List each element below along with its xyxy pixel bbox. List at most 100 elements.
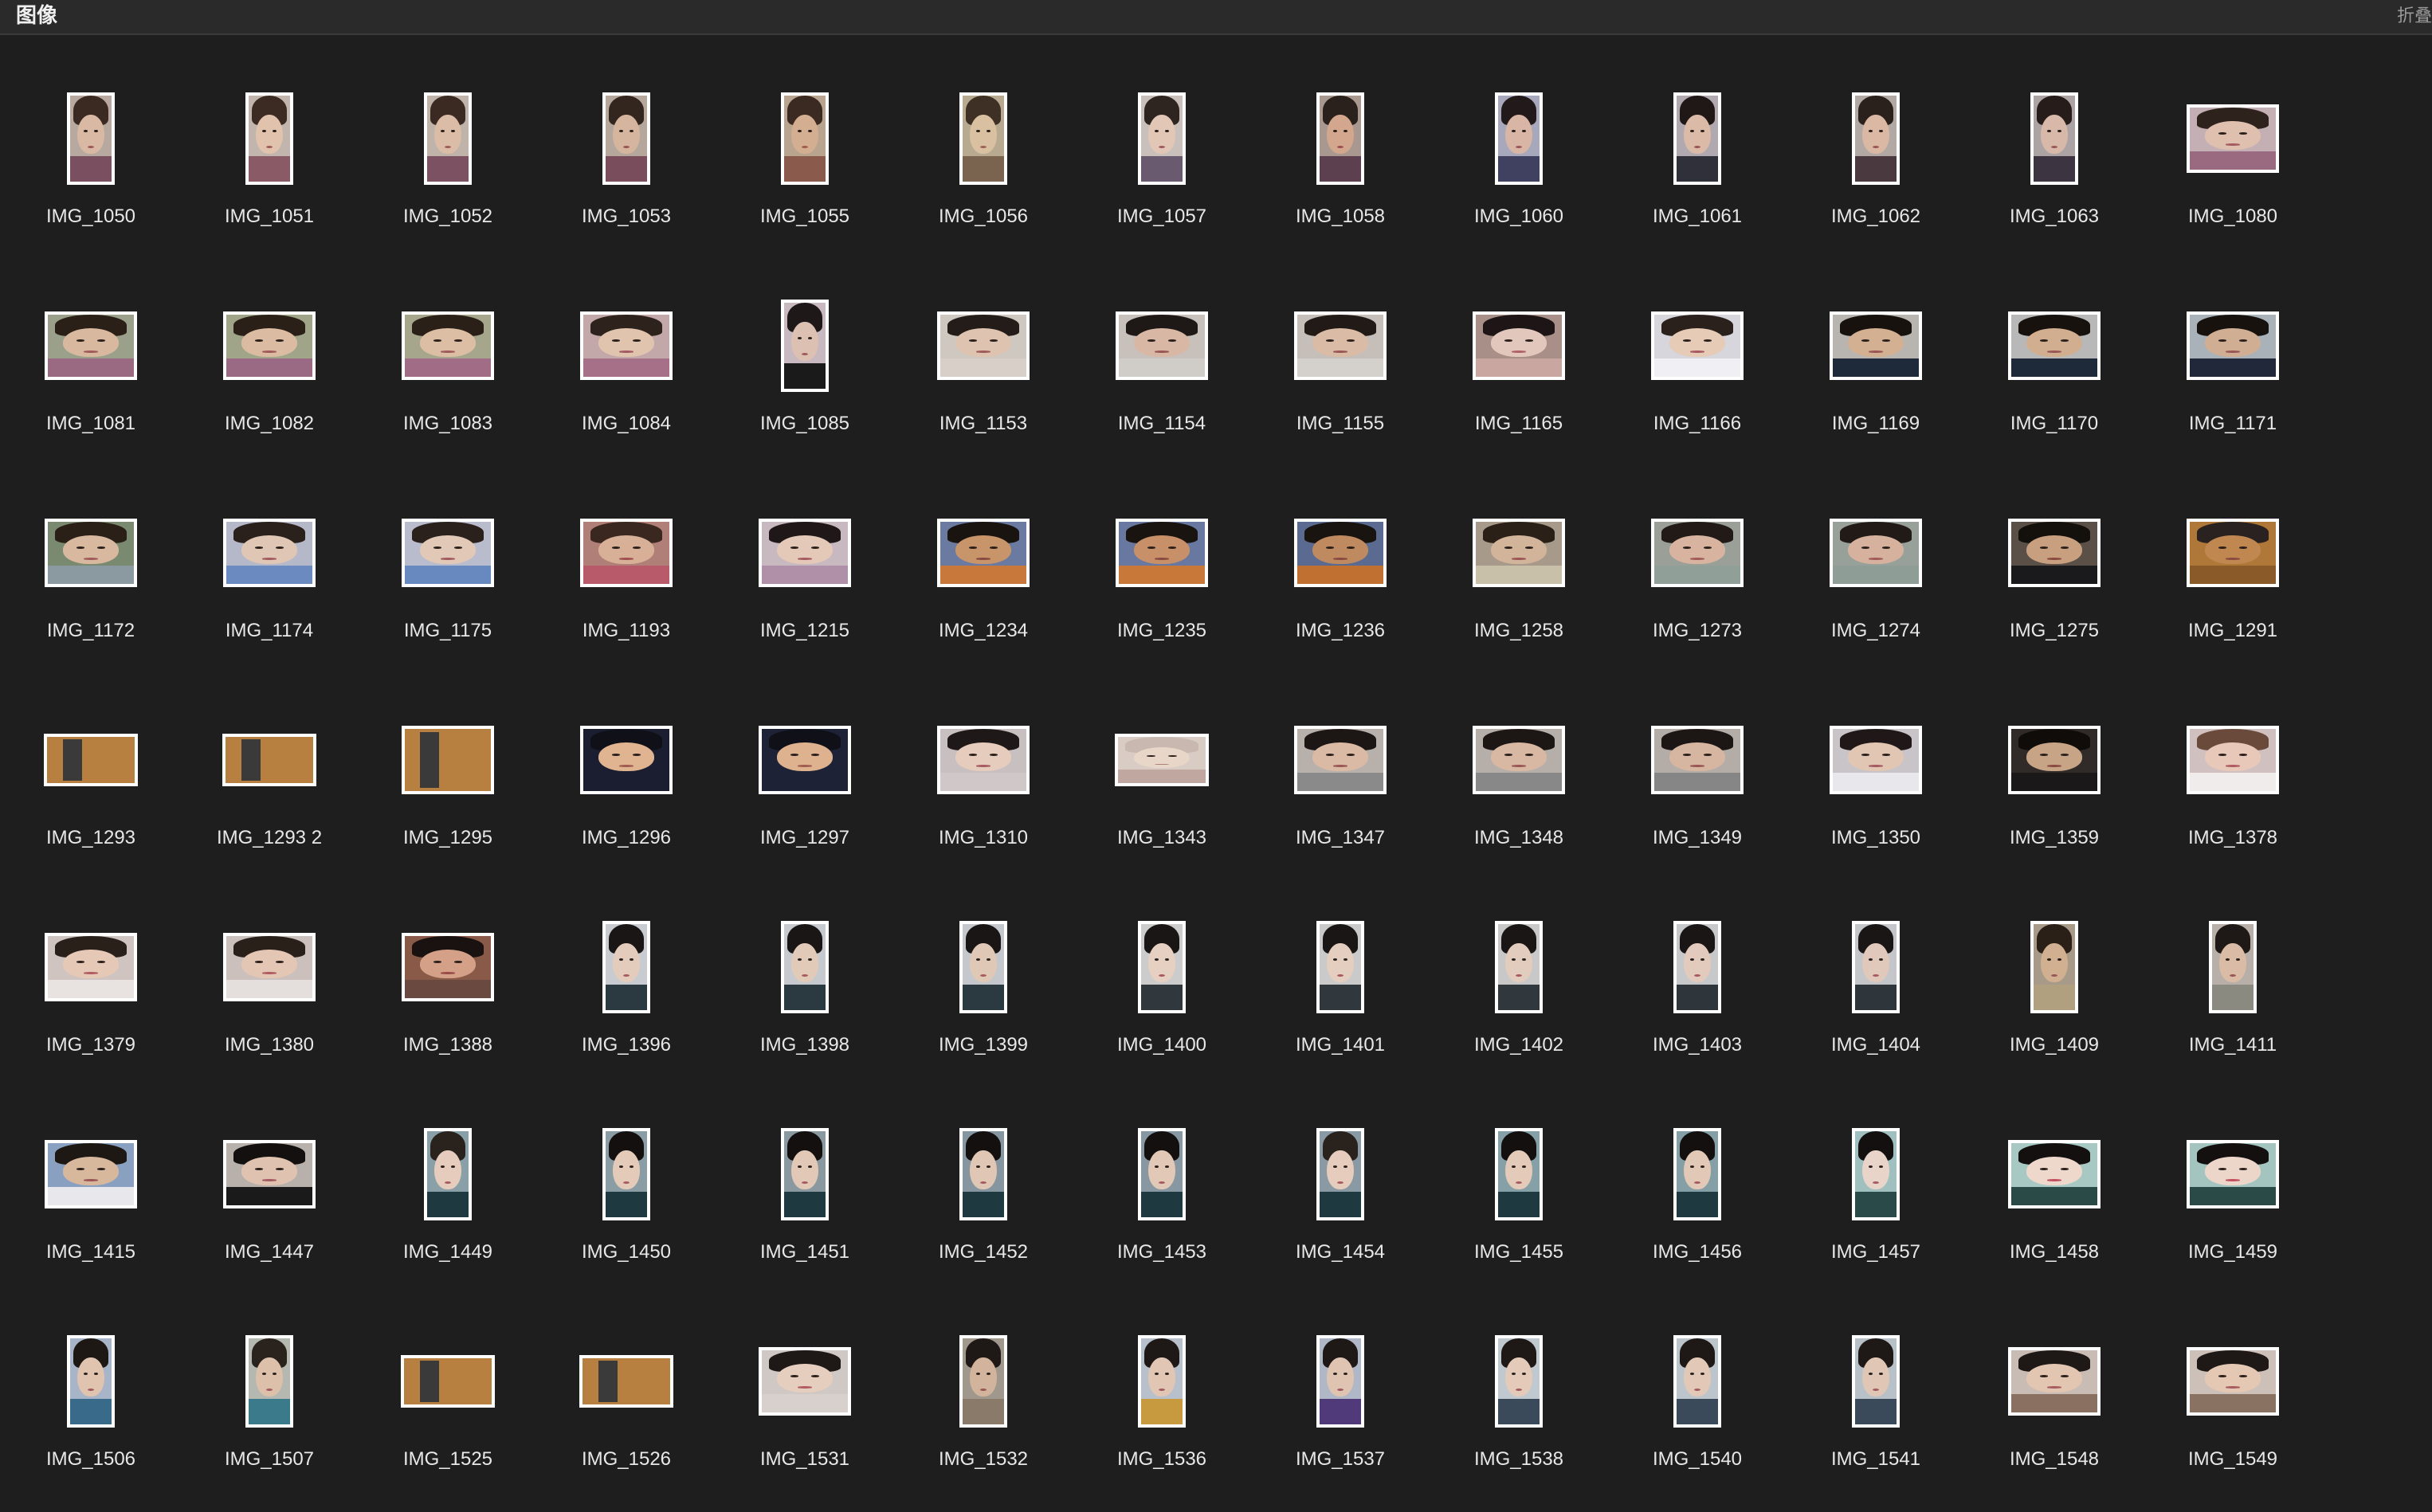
thumbnail-frame[interactable] <box>1294 519 1387 587</box>
thumbnail-frame[interactable] <box>1473 311 1565 380</box>
image-thumbnail-item[interactable]: IMG_1400 <box>1073 864 1251 1071</box>
image-thumbnail-item[interactable]: IMG_1348 <box>1430 656 1608 864</box>
thumbnail-frame[interactable] <box>402 726 494 794</box>
thumbnail-frame[interactable] <box>2187 104 2279 173</box>
image-thumbnail-item[interactable]: IMG_1080 <box>2144 35 2322 242</box>
thumbnail-frame[interactable] <box>2209 921 2257 1013</box>
image-thumbnail-item[interactable]: IMG_1399 <box>894 864 1073 1071</box>
image-thumbnail-item[interactable]: IMG_1055 <box>716 35 894 242</box>
thumbnail-frame[interactable] <box>1138 921 1186 1013</box>
image-thumbnail-item[interactable]: IMG_1275 <box>1965 449 2144 656</box>
image-thumbnail-item[interactable]: IMG_1415 <box>2 1071 180 1278</box>
image-thumbnail-item[interactable]: IMG_1172 <box>2 449 180 656</box>
thumbnail-frame[interactable] <box>2187 1347 2279 1416</box>
image-thumbnail-item[interactable]: IMG_1525 <box>359 1278 537 1485</box>
image-thumbnail-item[interactable]: IMG_1532 <box>894 1278 1073 1485</box>
image-thumbnail-item[interactable]: IMG_1082 <box>180 242 359 449</box>
thumbnail-frame[interactable] <box>2030 921 2078 1013</box>
thumbnail-frame[interactable] <box>937 519 1030 587</box>
thumbnail-frame[interactable] <box>1316 921 1364 1013</box>
thumbnail-frame[interactable] <box>937 311 1030 380</box>
thumbnail-frame[interactable] <box>1651 726 1744 794</box>
image-thumbnail-item[interactable]: IMG_1296 <box>537 656 716 864</box>
thumbnail-frame[interactable] <box>245 1335 293 1428</box>
thumbnail-frame[interactable] <box>44 734 138 786</box>
thumbnail-frame[interactable] <box>1495 921 1543 1013</box>
thumbnail-frame[interactable] <box>959 1335 1007 1428</box>
image-thumbnail-item[interactable]: IMG_1062 <box>1787 35 1965 242</box>
thumbnail-frame[interactable] <box>1852 921 1900 1013</box>
thumbnail-frame[interactable] <box>1115 734 1209 786</box>
image-thumbnail-item[interactable]: IMG_1531 <box>716 1278 894 1485</box>
image-thumbnail-item[interactable]: IMG_1409 <box>1965 864 2144 1071</box>
thumbnail-frame[interactable] <box>402 311 494 380</box>
thumbnail-frame[interactable] <box>1116 311 1208 380</box>
image-thumbnail-item[interactable]: IMG_1235 <box>1073 449 1251 656</box>
thumbnail-frame[interactable] <box>781 921 829 1013</box>
image-thumbnail-item[interactable]: IMG_1166 <box>1608 242 1787 449</box>
image-thumbnail-item[interactable]: IMG_1058 <box>1251 35 1430 242</box>
image-thumbnail-item[interactable]: IMG_1541 <box>1787 1278 1965 1485</box>
thumbnail-frame[interactable] <box>759 1347 851 1416</box>
image-thumbnail-item[interactable]: IMG_1165 <box>1430 242 1608 449</box>
image-thumbnail-item[interactable]: IMG_1458 <box>1965 1071 2144 1278</box>
thumbnail-frame[interactable] <box>1138 1128 1186 1220</box>
thumbnail-frame[interactable] <box>959 1128 1007 1220</box>
thumbnail-frame[interactable] <box>1316 1128 1364 1220</box>
image-thumbnail-item[interactable]: IMG_1453 <box>1073 1071 1251 1278</box>
image-thumbnail-item[interactable]: IMG_1540 <box>1608 1278 1787 1485</box>
image-thumbnail-item[interactable]: IMG_1236 <box>1251 449 1430 656</box>
image-thumbnail-item[interactable]: IMG_1273 <box>1608 449 1787 656</box>
image-thumbnail-item[interactable]: IMG_1050 <box>2 35 180 242</box>
image-thumbnail-item[interactable]: IMG_1359 <box>1965 656 2144 864</box>
image-thumbnail-item[interactable]: IMG_1537 <box>1251 1278 1430 1485</box>
thumbnail-frame[interactable] <box>223 1140 316 1208</box>
image-thumbnail-item[interactable]: IMG_1052 <box>359 35 537 242</box>
image-thumbnail-item[interactable]: IMG_1404 <box>1787 864 1965 1071</box>
image-thumbnail-item[interactable]: IMG_1155 <box>1251 242 1430 449</box>
image-thumbnail-item[interactable]: IMG_1170 <box>1965 242 2144 449</box>
image-thumbnail-item[interactable]: IMG_1061 <box>1608 35 1787 242</box>
image-thumbnail-item[interactable]: IMG_1536 <box>1073 1278 1251 1485</box>
thumbnail-frame[interactable] <box>781 92 829 185</box>
image-thumbnail-item[interactable]: IMG_1403 <box>1608 864 1787 1071</box>
thumbnail-frame[interactable] <box>1673 1128 1721 1220</box>
thumbnail-frame[interactable] <box>1495 1335 1543 1428</box>
image-thumbnail-item[interactable]: IMG_1350 <box>1787 656 1965 864</box>
image-thumbnail-item[interactable]: IMG_1081 <box>2 242 180 449</box>
image-thumbnail-item[interactable]: IMG_1153 <box>894 242 1073 449</box>
image-thumbnail-item[interactable]: IMG_1085 <box>716 242 894 449</box>
image-thumbnail-item[interactable]: IMG_1084 <box>537 242 716 449</box>
image-thumbnail-item[interactable]: IMG_1174 <box>180 449 359 656</box>
image-thumbnail-item[interactable]: IMG_1450 <box>537 1071 716 1278</box>
thumbnail-frame[interactable] <box>1138 1335 1186 1428</box>
thumbnail-frame[interactable] <box>223 311 316 380</box>
thumbnail-frame[interactable] <box>602 92 650 185</box>
thumbnail-frame[interactable] <box>2187 519 2279 587</box>
thumbnail-frame[interactable] <box>1651 311 1744 380</box>
image-thumbnail-item[interactable]: IMG_1454 <box>1251 1071 1430 1278</box>
thumbnail-frame[interactable] <box>2008 726 2101 794</box>
image-thumbnail-item[interactable]: IMG_1380 <box>180 864 359 1071</box>
image-thumbnail-item[interactable]: IMG_1343 <box>1073 656 1251 864</box>
collapse-button[interactable]: 折叠 <box>2397 6 2432 25</box>
thumbnail-frame[interactable] <box>45 311 137 380</box>
thumbnail-frame[interactable] <box>402 519 494 587</box>
thumbnail-frame[interactable] <box>1138 92 1186 185</box>
thumbnail-frame[interactable] <box>1316 1335 1364 1428</box>
thumbnail-frame[interactable] <box>580 726 673 794</box>
thumbnail-frame[interactable] <box>67 1335 115 1428</box>
image-thumbnail-item[interactable]: IMG_1295 <box>359 656 537 864</box>
image-thumbnail-item[interactable]: IMG_1193 <box>537 449 716 656</box>
thumbnail-frame[interactable] <box>1830 311 1922 380</box>
thumbnail-frame[interactable] <box>67 92 115 185</box>
image-thumbnail-item[interactable]: IMG_1447 <box>180 1071 359 1278</box>
image-thumbnail-item[interactable]: IMG_1051 <box>180 35 359 242</box>
thumbnail-frame[interactable] <box>245 92 293 185</box>
thumbnail-frame[interactable] <box>2008 519 2101 587</box>
image-thumbnail-item[interactable]: IMG_1053 <box>537 35 716 242</box>
thumbnail-frame[interactable] <box>401 1355 495 1408</box>
image-thumbnail-item[interactable]: IMG_1056 <box>894 35 1073 242</box>
image-thumbnail-item[interactable]: IMG_1457 <box>1787 1071 1965 1278</box>
thumbnail-frame[interactable] <box>222 734 316 786</box>
